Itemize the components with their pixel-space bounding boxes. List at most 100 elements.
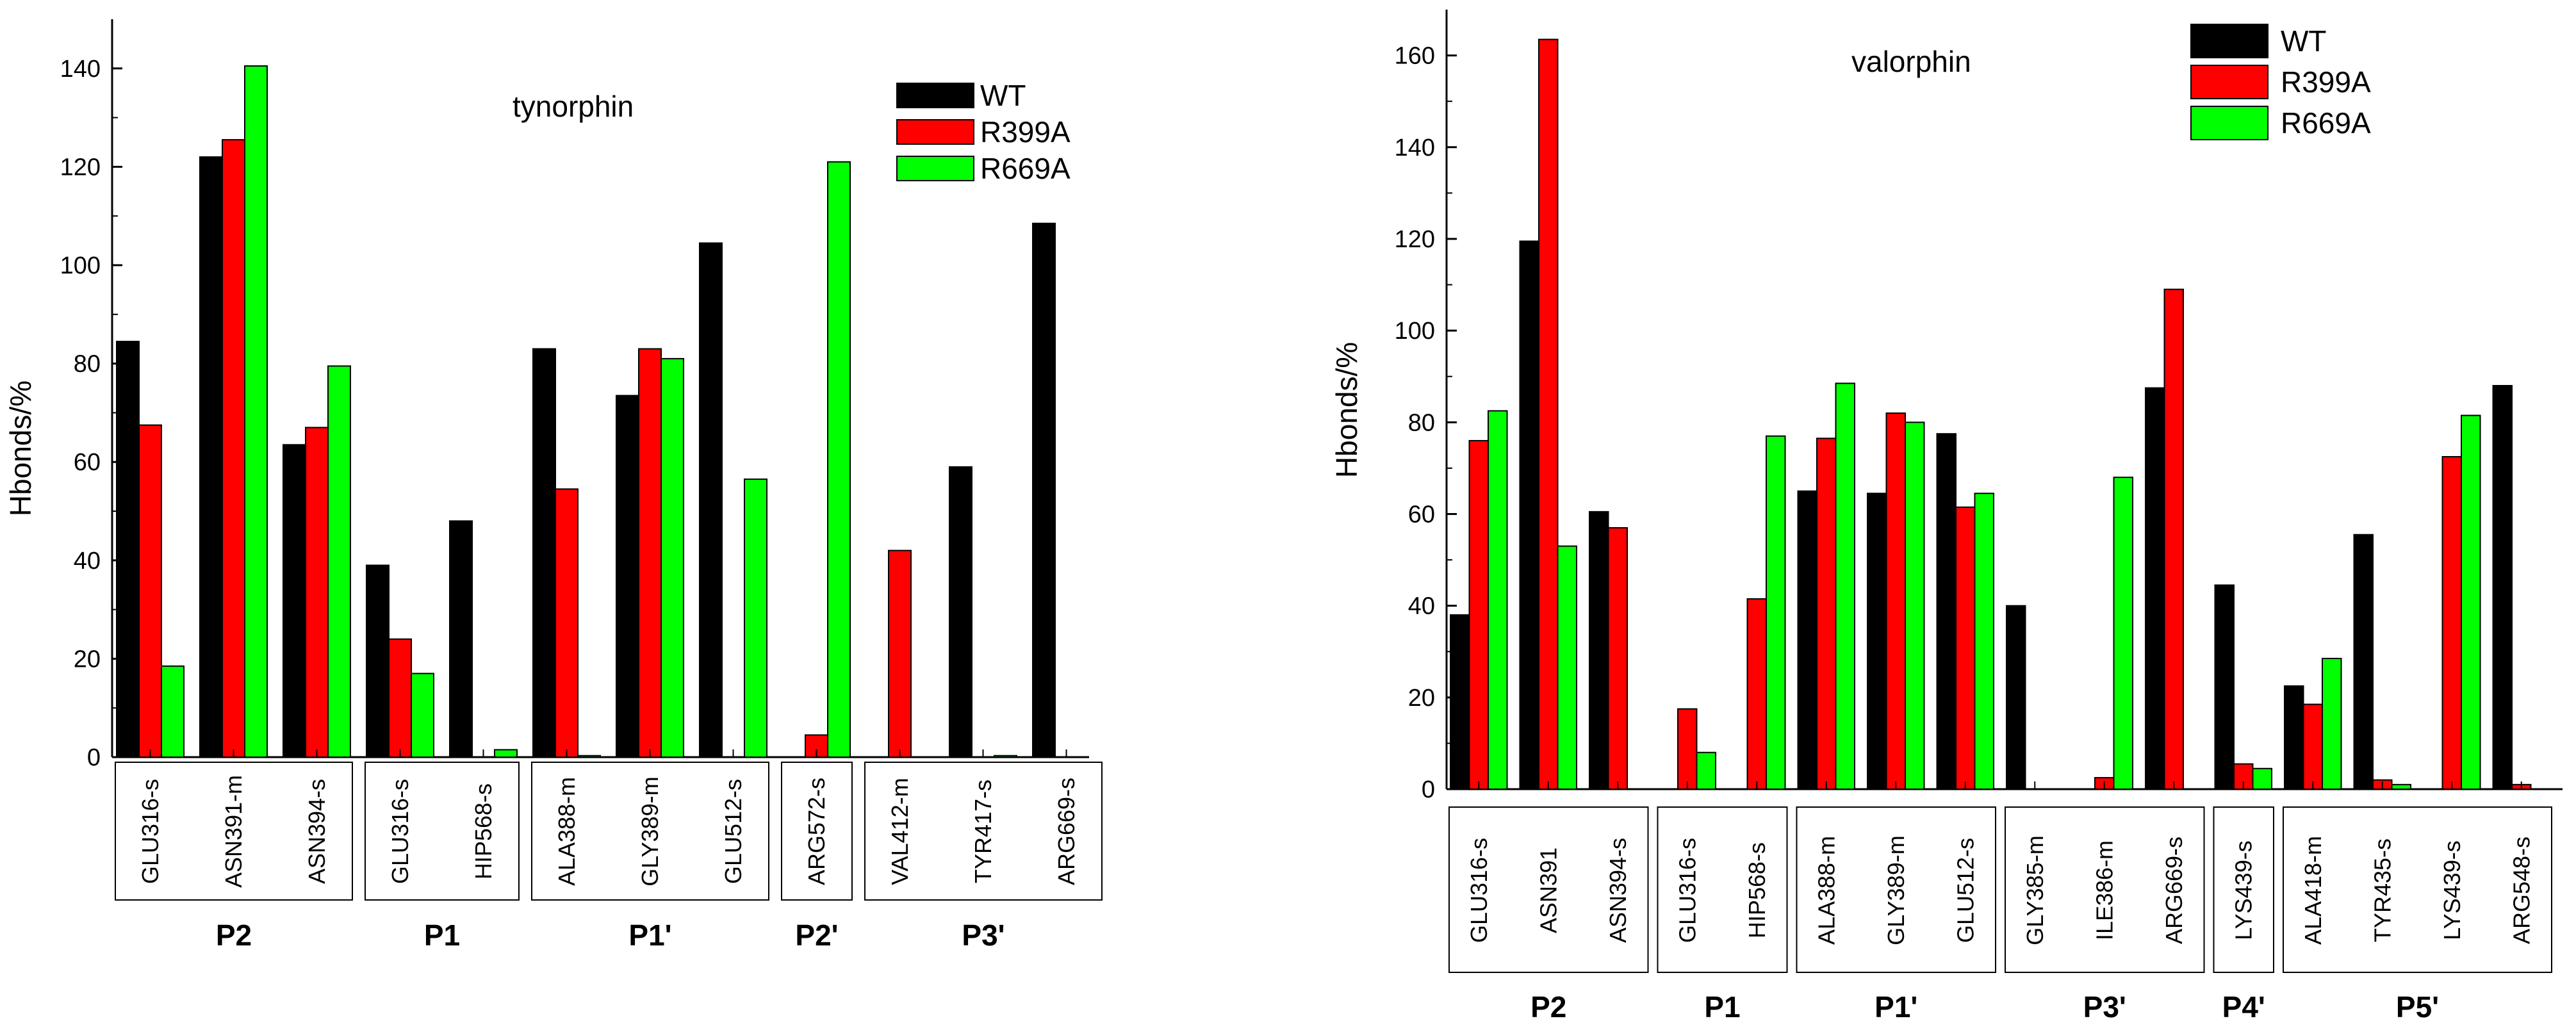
tynorphin-group-label-0: P2 — [216, 919, 252, 952]
valorphin-group-label-4: P4' — [2222, 990, 2265, 1024]
tynorphin-legend-swatch-r669a — [896, 156, 974, 181]
valorphin-bar-wt-8 — [2006, 605, 2026, 790]
tynorphin-bar-wt-4 — [449, 520, 473, 758]
valorphin-y-tick-label: 20 — [1408, 685, 1435, 712]
valorphin-bar-wt-12 — [2284, 685, 2304, 790]
valorphin-group-box-5 — [2283, 806, 2552, 973]
valorphin-y-tick-label: 80 — [1408, 409, 1435, 436]
tynorphin-legend-label-wt: WT — [980, 79, 1026, 112]
valorphin-bar-r399a-0 — [1468, 439, 1489, 790]
valorphin-group-box-1 — [1657, 806, 1788, 973]
tynorphin-bar-r399a-3 — [388, 638, 412, 758]
tynorphin-group-box-0 — [115, 762, 353, 901]
valorphin-bar-r399a-5 — [1816, 437, 1837, 790]
tynorphin-bar-wt-2 — [283, 444, 306, 758]
valorphin-bar-wt-2 — [1589, 511, 1609, 790]
tynorphin-y-tick-label: 100 — [60, 252, 101, 279]
valorphin-category-label-5: ALA388-m — [1813, 836, 1839, 945]
valorphin-category-label-9: ILE386-m — [2091, 840, 2117, 940]
valorphin-y-tick-label: 40 — [1408, 593, 1435, 620]
tynorphin-chart: Hbonds/% tynorphin 0 20 40 60 80 100 120 140 GLU… — [4, 19, 1103, 952]
tynorphin-y-tick-label: 20 — [74, 646, 101, 673]
valorphin-y-tick-label: 140 — [1395, 135, 1435, 161]
valorphin-category-label-15: ARG548-s — [2508, 837, 2534, 944]
valorphin-category-label-11: LYS439-s — [2230, 840, 2256, 940]
tynorphin-y-tick-label: 0 — [87, 744, 101, 771]
valorphin-bar-r669a-0 — [1488, 410, 1508, 790]
valorphin-category-label-12: ALA418-m — [2300, 836, 2326, 945]
valorphin-group-box-2 — [1796, 806, 1996, 973]
tynorphin-y-tick-label: 120 — [60, 154, 101, 181]
tynorphin-category-label-2: ASN394-s — [304, 779, 330, 884]
valorphin-y-axis-label: Hbonds/% — [1330, 342, 1363, 478]
valorphin-bar-wt-10 — [2145, 387, 2165, 790]
valorphin-bar-r399a-1 — [1538, 38, 1559, 790]
valorphin-bar-r399a-7 — [1955, 506, 1976, 790]
tynorphin-bar-r669a-4 — [494, 749, 518, 758]
valorphin-bar-wt-0 — [1450, 614, 1470, 790]
valorphin-group-box-3 — [2005, 806, 2205, 973]
valorphin-category-label-4: HIP568-s — [1744, 842, 1770, 938]
valorphin-bar-r669a-6 — [1905, 421, 1925, 790]
tynorphin-bar-r669a-10 — [994, 755, 1017, 758]
tynorphin-bar-r669a-2 — [327, 365, 351, 758]
valorphin-category-label-1: ASN391 — [1535, 847, 1561, 933]
valorphin-bar-wt-11 — [2214, 584, 2235, 790]
tynorphin-y-tick-label: 40 — [74, 548, 101, 575]
tynorphin-bar-r669a-7 — [744, 478, 767, 758]
tynorphin-bar-wt-0 — [116, 341, 140, 758]
valorphin-bar-wt-13 — [2353, 534, 2374, 790]
tynorphin-bar-wt-6 — [616, 395, 639, 758]
tynorphin-category-label-3: GLU316-s — [387, 779, 413, 884]
tynorphin-category-label-1: ASN391-m — [220, 775, 247, 888]
valorphin-group-label-2: P1' — [1875, 990, 1917, 1024]
tynorphin-group-label-3: P2' — [795, 919, 838, 952]
valorphin-bar-r669a-5 — [1835, 382, 1855, 790]
valorphin-bar-wt-7 — [1936, 433, 1957, 790]
tynorphin-y-axis-label: Hbonds/% — [4, 380, 37, 516]
valorphin-category-label-0: GLU316-s — [1466, 838, 1492, 943]
valorphin-y-tick-label: 60 — [1408, 501, 1435, 528]
tynorphin-legend-swatch-r399a — [896, 119, 974, 145]
tynorphin-y-tick-label: 80 — [74, 351, 101, 378]
tynorphin-title: tynorphin — [513, 90, 634, 123]
valorphin-y-tick-label: 120 — [1395, 226, 1435, 253]
valorphin-bar-r399a-12 — [2302, 703, 2323, 790]
valorphin-y-tick-label: 160 — [1395, 43, 1435, 70]
valorphin-bar-r399a-3 — [1677, 708, 1698, 790]
tynorphin-bar-r399a-6 — [638, 348, 662, 758]
valorphin-y-tick-label: 100 — [1395, 318, 1435, 345]
tynorphin-category-label-6: GLY389-m — [637, 776, 663, 886]
tynorphin-legend-swatch-wt — [896, 83, 974, 108]
valorphin-bar-r669a-7 — [1974, 493, 1994, 790]
tynorphin-bar-r669a-1 — [244, 65, 268, 758]
valorphin-category-label-8: GLY385-m — [2022, 835, 2048, 945]
valorphin-bar-r399a-4 — [1746, 598, 1767, 790]
tynorphin-group-box-3 — [781, 762, 853, 901]
tynorphin-bar-r669a-5 — [577, 755, 601, 758]
valorphin-group-label-5: P5' — [2396, 990, 2439, 1024]
valorphin-bar-r669a-4 — [1766, 435, 1786, 790]
valorphin-legend-swatch-r669a — [2190, 106, 2268, 140]
tynorphin-category-label-8: ARG572-s — [803, 778, 830, 885]
tynorphin-bar-r399a-1 — [222, 139, 245, 758]
tynorphin-group-label-1: P1 — [424, 919, 460, 952]
valorphin-bar-wt-15 — [2492, 385, 2513, 790]
valorphin-category-label-6: GLY389-m — [1883, 835, 1909, 945]
tynorphin-bar-r399a-0 — [138, 424, 162, 758]
tynorphin-group-box-2 — [531, 762, 769, 901]
tynorphin-category-label-0: GLU316-s — [137, 779, 163, 884]
valorphin-group-label-0: P2 — [1530, 990, 1566, 1024]
valorphin-bar-r669a-11 — [2252, 767, 2272, 790]
tynorphin-category-label-10: TYR417-s — [970, 780, 996, 883]
valorphin-category-label-10: ARG669-s — [2161, 837, 2187, 944]
valorphin-bar-wt-1 — [1519, 240, 1539, 790]
tynorphin-y-tick-label: 140 — [60, 56, 101, 83]
valorphin-legend-label-r399a: R399A — [2281, 65, 2371, 99]
tynorphin-category-label-11: ARG669-s — [1053, 778, 1079, 885]
valorphin-group-label-1: P1 — [1704, 990, 1740, 1024]
valorphin-bar-r669a-3 — [1696, 751, 1716, 790]
tynorphin-legend-label-r399a: R399A — [980, 115, 1071, 149]
tynorphin-group-label-2: P1' — [628, 919, 671, 952]
